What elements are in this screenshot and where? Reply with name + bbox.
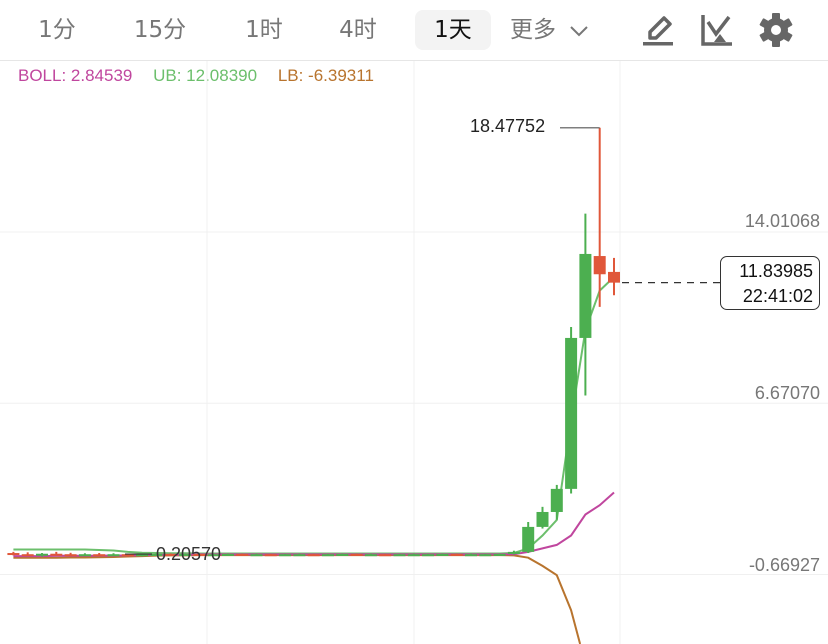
more-label: 更多 (510, 17, 556, 43)
candle-body (565, 337, 578, 489)
candle-body (250, 554, 263, 557)
candle-body (507, 551, 520, 554)
candle-body (179, 553, 191, 556)
candle-body (479, 554, 492, 557)
candle-body (264, 554, 277, 557)
candle-body (164, 553, 177, 556)
candle-body (593, 256, 606, 275)
y-tick-label: 6.67070 (754, 383, 820, 403)
boll-lower-line (13, 554, 582, 644)
legend-boll: BOLL: 2.84539 (18, 66, 133, 85)
candle-body (608, 271, 620, 283)
legend-ub: UB: 12.08390 (153, 66, 258, 85)
tab-1day[interactable]: 1天 (415, 10, 491, 50)
low-price-label: 0.20570 (156, 544, 222, 564)
candle-body (121, 554, 134, 557)
candle-body (207, 554, 220, 557)
legend-lb: LB: -6.39311 (277, 66, 374, 85)
candle-body (36, 553, 48, 556)
candle-body (422, 554, 435, 557)
tab-1min[interactable]: 1分 (38, 17, 76, 43)
candle-body (193, 553, 206, 556)
candle-body (136, 554, 149, 557)
candle-body (78, 554, 91, 557)
candle-body (436, 553, 449, 556)
more-dropdown[interactable]: 更多 (510, 10, 602, 50)
pencil-draw-icon[interactable] (640, 12, 676, 48)
high-price-label: 18.47752 (470, 116, 546, 136)
candle-body (221, 553, 234, 556)
candle-body (93, 554, 106, 557)
candle-body (450, 553, 463, 556)
candle-body (579, 253, 592, 338)
candle-body (7, 553, 20, 556)
candle-body (150, 553, 163, 556)
last-price: 11.83985 (739, 261, 813, 281)
y-tick-label: -0.66927 (748, 555, 820, 575)
candle-body (522, 526, 535, 552)
tab-1hour[interactable]: 1时 (245, 17, 283, 43)
candle-body (465, 554, 477, 557)
last-price-box: 11.83985 22:41:02 (720, 256, 820, 310)
indicator-chart-icon[interactable] (699, 12, 735, 48)
candle-body (393, 554, 406, 557)
candle-body (50, 553, 63, 556)
boll-upper-line (13, 276, 615, 555)
candlestick-chart[interactable] (0, 61, 828, 644)
candle-body (379, 554, 392, 557)
candle-body (279, 554, 292, 557)
timeframe-toolbar: 1分 15分 1时 4时 1天 更多 (0, 0, 828, 61)
candle-body (550, 488, 563, 512)
candle-body (64, 554, 77, 557)
last-time: 22:41:02 (742, 286, 813, 306)
candle-body (364, 554, 377, 557)
candle-body (536, 511, 549, 527)
candle-body (407, 554, 420, 557)
candle-body (107, 554, 120, 557)
tab-4hour[interactable]: 4时 (339, 17, 377, 43)
candle-body (493, 553, 506, 556)
gear-icon[interactable] (758, 12, 794, 48)
chevron-down-icon (570, 25, 589, 36)
y-tick-label: 14.01068 (744, 211, 820, 231)
tab-15min[interactable]: 15分 (133, 17, 187, 43)
bollinger-legend: BOLL: 2.84539 UB: 12.08390 LB: -6.39311 (18, 66, 390, 86)
candle-body (336, 553, 349, 556)
candle-body (307, 554, 320, 557)
candle-body (293, 554, 306, 557)
candle-body (350, 553, 363, 556)
candle-body (236, 553, 249, 556)
candle-body (21, 554, 34, 557)
candle-body (322, 554, 334, 557)
